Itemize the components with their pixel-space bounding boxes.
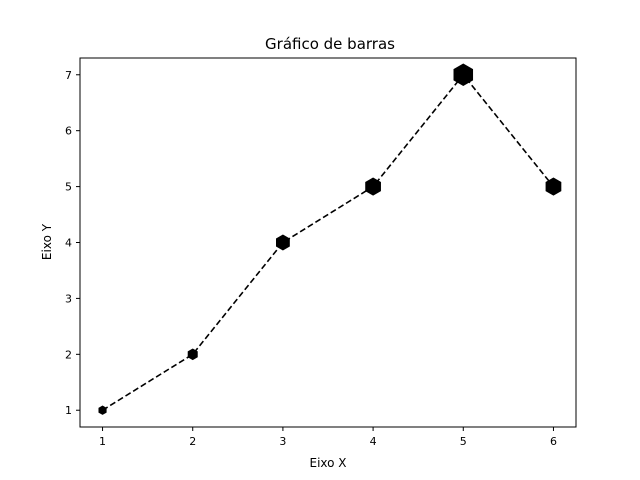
x-tick-label: 1 [99,435,106,448]
y-axis: 1 2 3 4 5 6 7 [65,69,80,417]
data-point [98,405,107,415]
data-point [545,177,562,196]
y-tick-label: 2 [65,348,72,361]
data-point [453,63,474,87]
plot-area [98,63,562,415]
y-tick-label: 5 [65,181,72,194]
x-tick-label: 5 [460,435,467,448]
chart-title: Gráfico de barras [265,35,395,53]
y-tick-label: 4 [65,237,72,250]
data-point [276,234,290,251]
x-tick-label: 4 [370,435,377,448]
x-axis: 1 2 3 4 5 6 [99,427,557,448]
x-tick-label: 2 [189,435,196,448]
x-axis-label: Eixo X [309,456,346,470]
y-tick-label: 3 [65,292,72,305]
x-tick-label: 6 [550,435,557,448]
y-axis-label: Eixo Y [40,223,54,260]
y-tick-label: 6 [65,125,72,138]
y-tick-label: 7 [65,69,72,82]
data-point [365,177,381,196]
data-point [187,348,198,361]
y-tick-label: 1 [65,404,72,417]
series-line [102,73,555,411]
x-tick-label: 3 [279,435,286,448]
